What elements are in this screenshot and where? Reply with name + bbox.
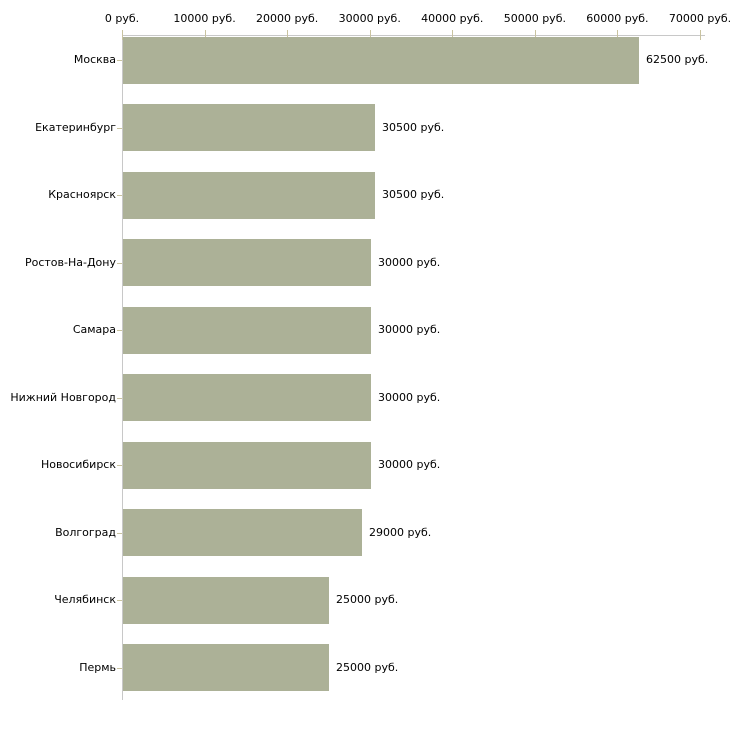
category-label: Москва [73, 53, 116, 66]
y-axis-tick [117, 600, 122, 601]
y-axis-tick [117, 465, 122, 466]
value-label: 30000 руб. [378, 458, 441, 471]
x-axis-tick-label: 60000 руб. [586, 12, 649, 25]
category-label: Самара [72, 323, 116, 336]
x-axis-tick [452, 30, 454, 40]
value-label: 62500 руб. [646, 53, 709, 66]
x-axis-tick [287, 30, 289, 40]
x-axis-tick-label: 70000 руб. [668, 12, 730, 25]
bar-9 [123, 577, 329, 624]
value-label: 25000 руб. [336, 593, 399, 606]
category-label: Ростов-На-Дону [24, 256, 116, 269]
x-axis-tick-label: 0 руб. [104, 12, 140, 25]
category-label: Екатеринбург [35, 121, 116, 134]
category-label: Новосибирск [40, 458, 116, 471]
x-axis-tick [617, 30, 619, 40]
bar-10 [123, 644, 329, 691]
category-label: Красноярск [48, 188, 116, 201]
category-label: Челябинск [54, 593, 116, 606]
y-axis-tick [117, 128, 122, 129]
x-axis-tick [534, 30, 536, 40]
bar-6 [123, 374, 371, 421]
value-label: 30000 руб. [378, 323, 441, 336]
y-axis-tick [117, 398, 122, 399]
category-label: Пермь [79, 661, 116, 674]
value-label: 30000 руб. [378, 256, 441, 269]
value-label: 30500 руб. [382, 121, 445, 134]
value-label: 25000 руб. [336, 661, 399, 674]
y-axis-line [122, 35, 123, 700]
bar-3 [123, 172, 375, 219]
bar-4 [123, 239, 371, 286]
y-axis-tick [117, 533, 122, 534]
bar-2 [123, 104, 375, 151]
x-axis-tick [369, 30, 371, 40]
category-label: Нижний Новгород [10, 391, 116, 404]
x-axis-tick-label: 30000 руб. [338, 12, 401, 25]
bar-7 [123, 442, 371, 489]
bar-1 [123, 37, 639, 84]
x-axis-tick [204, 30, 206, 40]
bar-5 [123, 307, 371, 354]
bar-8 [123, 509, 362, 556]
x-axis-tick-label: 10000 руб. [173, 12, 236, 25]
category-label: Волгоград [55, 526, 116, 539]
x-axis-tick-label: 40000 руб. [421, 12, 484, 25]
x-axis-tick [700, 30, 701, 40]
value-label: 30500 руб. [382, 188, 445, 201]
value-label: 29000 руб. [369, 526, 432, 539]
x-axis-line [122, 35, 705, 36]
x-axis-tick-label: 20000 руб. [256, 12, 319, 25]
y-axis-tick [117, 263, 122, 264]
value-label: 30000 руб. [378, 391, 441, 404]
y-axis-tick [117, 668, 122, 669]
x-axis-tick [122, 30, 123, 40]
y-axis-tick [117, 330, 122, 331]
y-axis-tick [117, 195, 122, 196]
x-axis-tick-label: 50000 руб. [503, 12, 566, 25]
y-axis-tick [117, 60, 122, 61]
